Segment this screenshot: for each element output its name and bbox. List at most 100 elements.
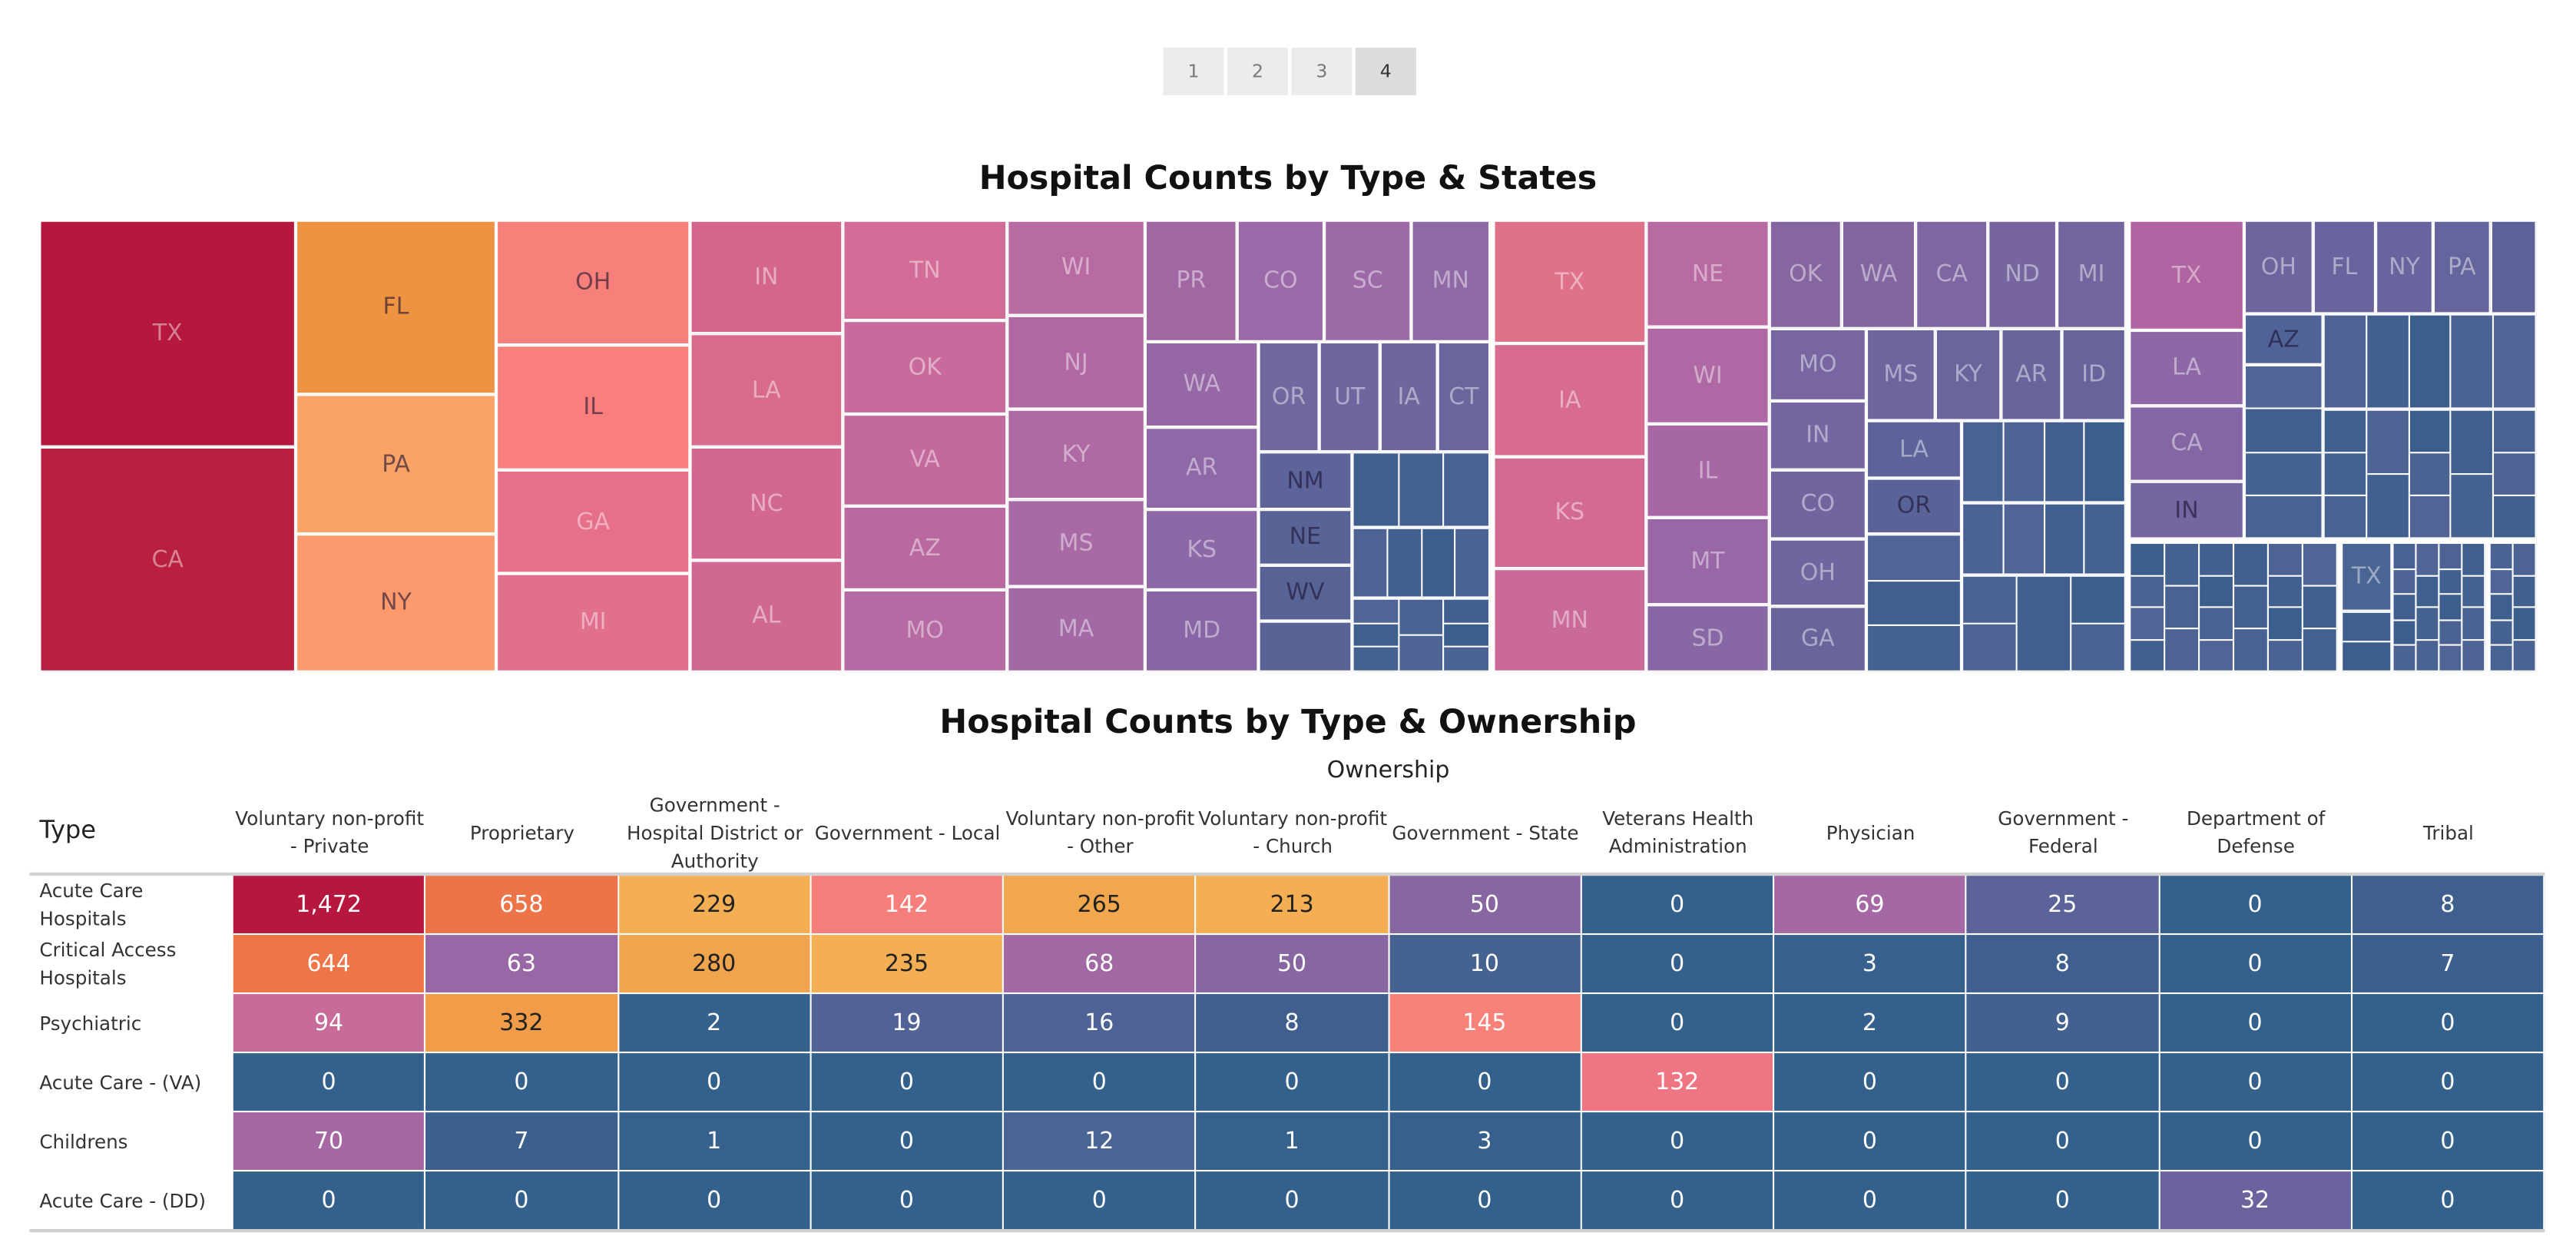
treemap-tile-az[interactable]: AZ (2246, 315, 2323, 365)
treemap-tile-small[interactable] (2462, 575, 2486, 608)
heatmap-cell[interactable]: 0 (2352, 1112, 2545, 1172)
treemap-tile-small[interactable] (2462, 608, 2486, 641)
treemap-tile-fl[interactable]: FL (297, 221, 496, 395)
treemap-tile-small[interactable] (2452, 315, 2495, 409)
treemap-tile-tn[interactable]: TN (844, 221, 1008, 321)
treemap-tile-in[interactable]: IN (1770, 403, 1866, 470)
heatmap-cell[interactable]: 229 (618, 876, 812, 936)
treemap-tile-ks[interactable]: KS (1495, 458, 1647, 569)
heatmap-cell[interactable]: 0 (1581, 1171, 1775, 1231)
heatmap-cell[interactable]: 0 (2159, 1112, 2353, 1172)
treemap-tile-small[interactable] (2439, 621, 2463, 647)
heatmap-cell[interactable]: 0 (618, 1053, 812, 1113)
treemap-tile-small[interactable] (2246, 452, 2323, 496)
heatmap-cell[interactable]: 0 (2159, 1053, 2353, 1113)
treemap-tile-small[interactable] (2045, 422, 2085, 503)
heatmap-cell[interactable]: 9 (1966, 994, 2160, 1054)
heatmap-cell[interactable]: 145 (1389, 994, 1582, 1054)
treemap-tile-ca[interactable]: CA (41, 448, 296, 672)
heatmap-cell[interactable]: 0 (2352, 1171, 2545, 1231)
heatmap-cell[interactable]: 94 (233, 994, 426, 1054)
treemap-tile-az[interactable]: AZ (844, 507, 1008, 590)
treemap-tile-mi[interactable]: MI (2058, 221, 2126, 329)
heatmap-cell[interactable]: 0 (618, 1171, 812, 1231)
treemap-tile-small[interactable] (2366, 315, 2410, 409)
treemap-tile-id[interactable]: ID (2063, 330, 2126, 421)
treemap-tile-co[interactable]: CO (1238, 221, 1325, 342)
treemap-tile-small[interactable] (2234, 586, 2270, 630)
treemap-tile-small[interactable] (2462, 640, 2486, 672)
treemap-tile-small[interactable] (2303, 544, 2338, 587)
heatmap-cell[interactable]: 0 (233, 1171, 426, 1231)
heatmap-cell[interactable]: 19 (811, 994, 1004, 1054)
treemap-tile-wa[interactable]: WA (1147, 343, 1259, 428)
treemap-tile-small[interactable] (2269, 544, 2303, 576)
treemap-tile-small[interactable] (2269, 608, 2303, 641)
treemap-tile-small[interactable] (2324, 315, 2367, 409)
heatmap-cell[interactable]: 50 (1389, 876, 1582, 936)
treemap-tile-small[interactable] (2490, 646, 2514, 672)
heatmap-cell[interactable]: 0 (1774, 1053, 1967, 1113)
treemap-tile-pr[interactable]: PR (1147, 221, 1237, 342)
treemap-tile-ne[interactable]: NE (1647, 221, 1770, 327)
heatmap-cell[interactable]: 0 (425, 1053, 619, 1113)
treemap-tile-small[interactable] (2303, 586, 2338, 630)
treemap-tile-wi[interactable]: WI (1008, 221, 1145, 316)
treemap-tile-small[interactable] (2200, 608, 2235, 641)
treemap-tile-small[interactable] (2004, 504, 2045, 575)
heatmap-cell[interactable]: 142 (811, 876, 1004, 936)
treemap-tile-small[interactable] (2269, 640, 2303, 672)
treemap-tile-small[interactable] (2246, 495, 2323, 539)
treemap-tile-small[interactable] (2165, 586, 2200, 630)
page-2-button[interactable]: 2 (1227, 48, 1288, 96)
treemap-tile-la[interactable]: LA (691, 335, 843, 447)
treemap-tile-ia[interactable]: IA (1381, 343, 1438, 452)
treemap-tile-small[interactable] (2494, 495, 2537, 539)
treemap-tile-ca[interactable]: CA (2131, 407, 2244, 482)
treemap-tile-ks[interactable]: KS (1147, 511, 1259, 590)
treemap-tile-small[interactable] (2017, 576, 2072, 672)
treemap-tile-la[interactable]: LA (2131, 332, 2244, 406)
heatmap-cell[interactable]: 0 (811, 1112, 1004, 1172)
treemap-tile-ny[interactable]: NY (2377, 221, 2433, 314)
heatmap-cell[interactable]: 0 (2159, 935, 2353, 995)
heatmap-cell[interactable]: 644 (233, 935, 426, 995)
treemap-tile-sd[interactable]: SD (1647, 606, 1770, 672)
heatmap-cell[interactable]: 332 (425, 994, 619, 1054)
heatmap-cell[interactable]: 0 (1966, 1171, 2160, 1231)
heatmap-cell[interactable]: 235 (811, 935, 1004, 995)
treemap-tile-oh[interactable]: OH (2246, 221, 2313, 314)
heatmap-cell[interactable]: 0 (2159, 994, 2353, 1054)
treemap-tile-fl[interactable]: FL (2314, 221, 2376, 314)
treemap-tile-ct[interactable]: CT (1439, 343, 1491, 452)
treemap-tile-small[interactable] (2439, 595, 2463, 621)
treemap-tile-small[interactable] (2409, 453, 2452, 496)
heatmap-cell[interactable]: 0 (1003, 1053, 1197, 1113)
treemap-tile-nm[interactable]: NM (1260, 453, 1353, 510)
treemap-tile-small[interactable] (2513, 640, 2537, 672)
heatmap-cell[interactable]: 3 (1389, 1112, 1582, 1172)
heatmap-cell[interactable]: 16 (1003, 994, 1197, 1054)
treemap-tile-va[interactable]: VA (844, 416, 1008, 506)
heatmap-cell[interactable]: 69 (1774, 876, 1967, 936)
treemap-tile-small[interactable] (1963, 504, 2005, 575)
treemap-tile-small[interactable] (2084, 422, 2126, 503)
treemap-tile-small[interactable] (1387, 528, 1422, 598)
treemap-tile-mn[interactable]: MN (1412, 221, 1491, 342)
treemap-tile-small[interactable] (1963, 624, 2018, 672)
heatmap-cell[interactable]: 0 (1966, 1053, 2160, 1113)
treemap-tile-small[interactable] (1868, 535, 1962, 581)
treemap-tile-ma[interactable]: MA (1008, 588, 1145, 672)
treemap-tile-mi[interactable]: MI (498, 575, 690, 672)
heatmap-cell[interactable]: 25 (1966, 876, 2160, 936)
treemap-tile-small[interactable] (2234, 544, 2270, 587)
treemap-tile-tx[interactable]: TX (2131, 221, 2244, 330)
treemap-tile-in[interactable]: IN (2131, 482, 2244, 539)
heatmap-cell[interactable]: 8 (1966, 935, 2160, 995)
treemap-tile-small[interactable] (2131, 575, 2166, 608)
treemap-tile-small[interactable] (2131, 608, 2166, 641)
heatmap-cell[interactable]: 0 (2352, 994, 2545, 1054)
treemap-tile-small[interactable] (2513, 575, 2537, 608)
treemap-tile-nc[interactable]: NC (691, 448, 843, 561)
heatmap-cell[interactable]: 50 (1196, 935, 1389, 995)
